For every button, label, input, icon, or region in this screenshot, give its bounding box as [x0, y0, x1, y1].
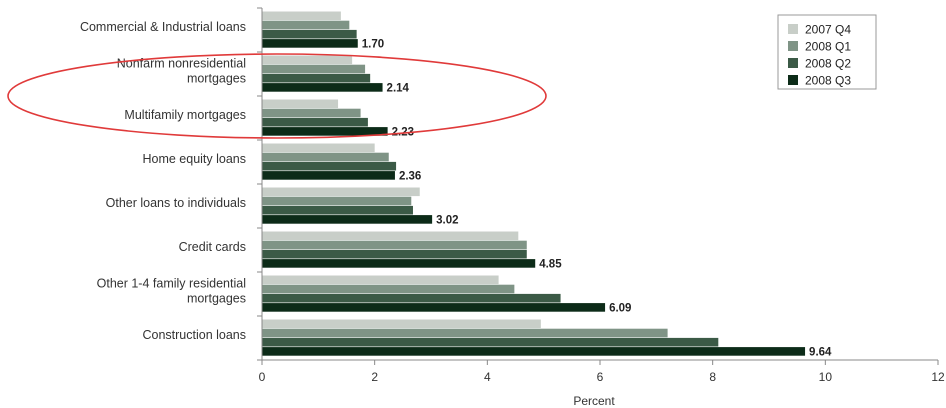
labels-layer: 1.70 Commercial & Industrial loans 2.14 Non…: [80, 20, 832, 359]
bars-layer: [262, 11, 806, 356]
data-label: 4.85: [539, 259, 562, 271]
legend-swatch: [788, 58, 798, 68]
bar: [262, 152, 389, 162]
data-label: 9.64: [809, 347, 832, 359]
bar: [262, 117, 368, 127]
legend-swatch: [788, 75, 798, 85]
legend-label: 2008 Q1: [805, 40, 851, 54]
x-tick-label: 12: [931, 370, 945, 384]
bar: [262, 215, 433, 224]
bar: [262, 303, 606, 312]
bar: [262, 55, 353, 65]
bar: [262, 240, 527, 250]
axis-layer: 0 2 4 6 8 10 12: [257, 7, 945, 384]
bar: [262, 328, 668, 338]
legend: 2007 Q4 2008 Q1 2008 Q2 2008 Q3: [777, 14, 877, 90]
bar: [262, 83, 383, 92]
bar: [262, 187, 420, 197]
bar: [262, 20, 350, 30]
bar: [262, 275, 499, 285]
bar: [262, 171, 395, 180]
bar: [262, 161, 397, 171]
x-tick-label: 6: [597, 370, 604, 384]
category-label: Multifamily mortgages: [124, 108, 246, 122]
bar: [262, 347, 806, 356]
data-label: 1.70: [362, 39, 384, 51]
category-label: Other 1-4 family residential: [97, 277, 246, 291]
bar: [262, 39, 358, 48]
category-label: Credit cards: [179, 240, 246, 254]
legend-label: 2008 Q2: [805, 57, 851, 71]
legend-label: 2007 Q4: [805, 23, 851, 37]
bar: [262, 73, 371, 83]
x-axis-title: Percent: [573, 394, 615, 408]
legend-swatch: [788, 41, 798, 51]
bar: [262, 205, 413, 215]
bar: [262, 293, 561, 303]
bar: [262, 196, 412, 206]
bar: [262, 319, 541, 329]
legend-label: 2008 Q3: [805, 74, 851, 88]
bar: [262, 99, 339, 109]
x-tick-label: 10: [819, 370, 833, 384]
x-tick-label: 0: [259, 370, 266, 384]
data-label: 2.36: [399, 171, 421, 183]
category-label: mortgages: [187, 72, 246, 86]
x-tick-label: 4: [484, 370, 491, 384]
data-label: 6.09: [609, 303, 631, 315]
bar: [262, 337, 719, 347]
bar: [262, 259, 536, 268]
bar: [262, 284, 515, 294]
category-label: Nonfarm nonresidential: [117, 57, 246, 71]
category-label: Commercial & Industrial loans: [80, 20, 246, 34]
bar: [262, 108, 361, 118]
bar: [262, 29, 357, 39]
legend-swatch: [788, 24, 798, 34]
annotation-layer: [7, 53, 547, 139]
bar: [262, 127, 388, 136]
bar: [262, 143, 375, 153]
bar: [262, 231, 519, 241]
highlight-ellipse: [7, 53, 547, 139]
category-label: mortgages: [187, 292, 246, 306]
bar: [262, 11, 341, 21]
bar: [262, 64, 366, 74]
category-label: Home equity loans: [142, 152, 246, 166]
category-label: Construction loans: [142, 328, 246, 342]
data-label: 2.14: [387, 83, 410, 95]
category-label: Other loans to individuals: [106, 196, 246, 210]
x-tick-label: 2: [371, 370, 378, 384]
bar: [262, 249, 527, 259]
data-label: 3.02: [436, 215, 458, 227]
x-tick-label: 8: [709, 370, 716, 384]
